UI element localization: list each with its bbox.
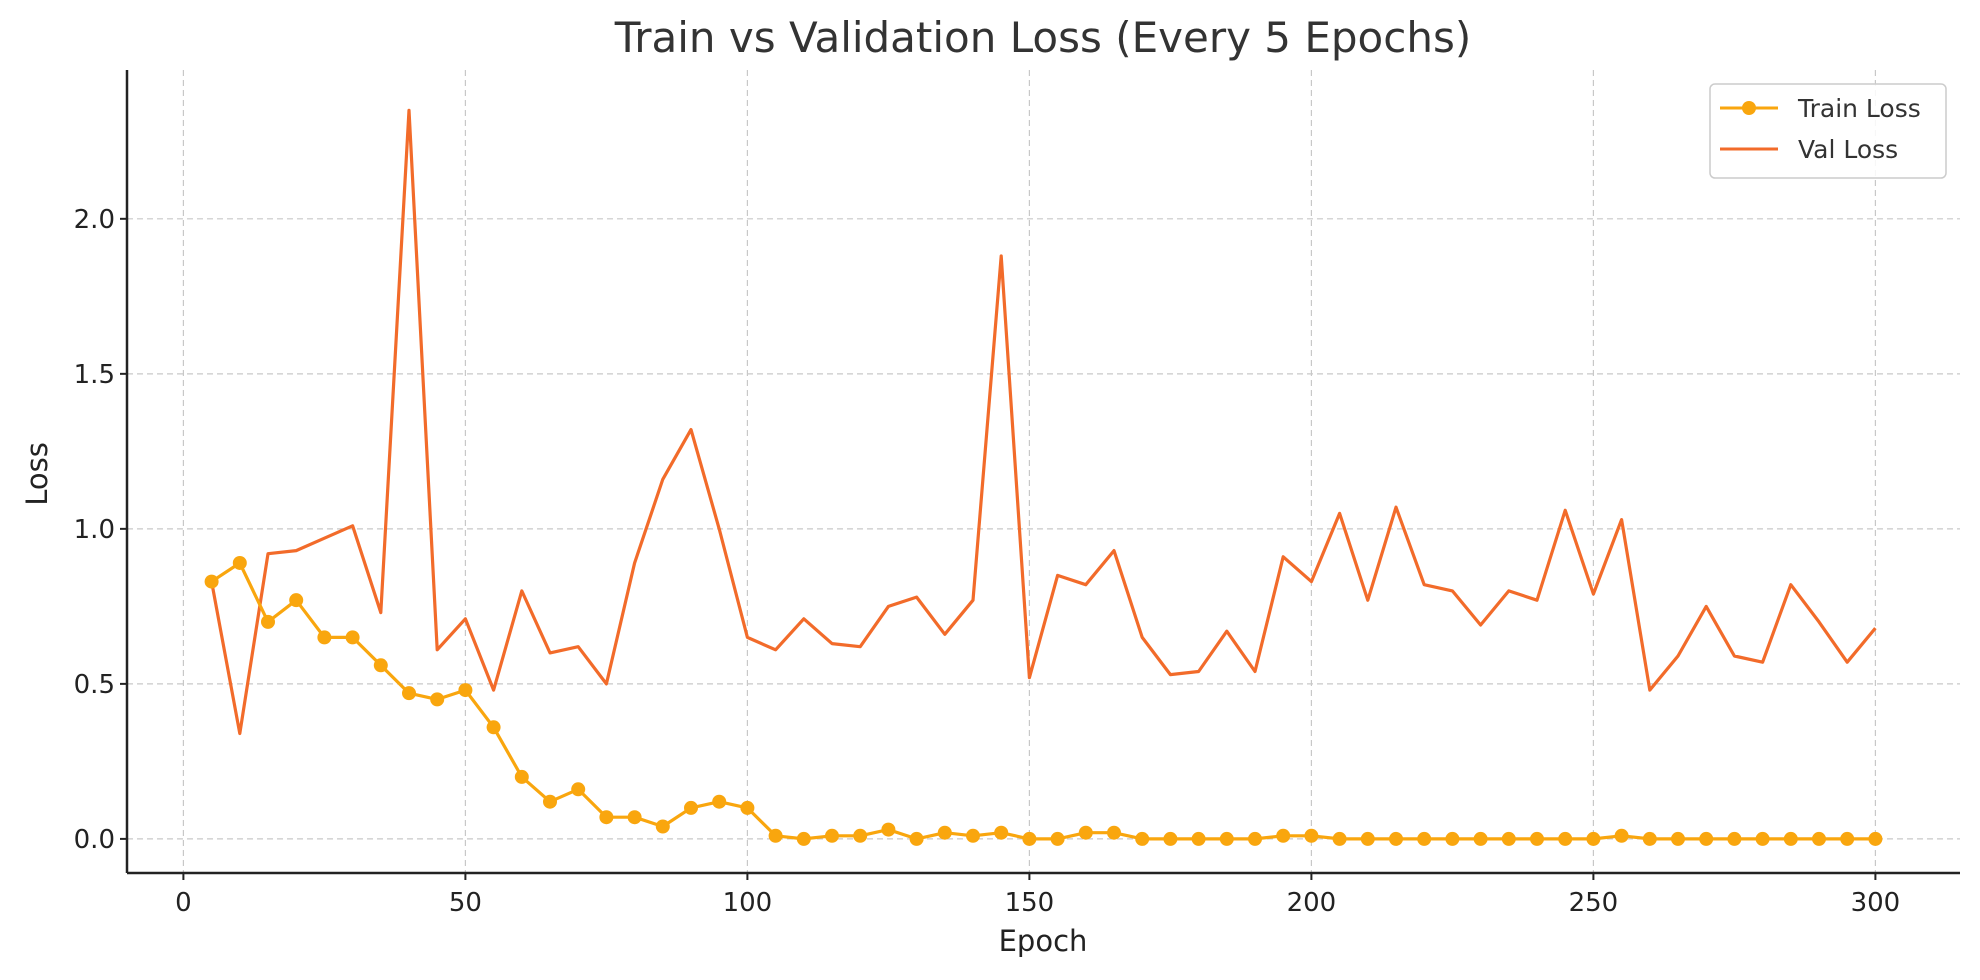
train-loss-point — [1812, 831, 1826, 846]
train-loss-line — [210, 561, 1876, 841]
x-tick-label: 50 — [449, 888, 482, 918]
train-loss-point — [261, 614, 275, 629]
y-axis-label: Loss — [20, 442, 54, 506]
train-loss-point — [1332, 831, 1347, 846]
y-tick-label: 0.5 — [74, 670, 115, 700]
train-loss-point — [1558, 831, 1573, 846]
legend-train-marker — [1742, 101, 1756, 115]
train-loss-point — [458, 683, 473, 698]
train-loss-point — [486, 720, 501, 735]
val-loss-line — [210, 108, 1877, 736]
train-loss-point — [599, 810, 614, 825]
series-lines — [204, 108, 1883, 846]
x-tick-label: 100 — [723, 888, 773, 918]
train-loss-point — [627, 810, 642, 825]
train-loss-point — [1783, 831, 1798, 846]
train-loss-point — [825, 828, 839, 843]
grid-lines — [127, 70, 1960, 873]
y-tick-label: 1.0 — [74, 515, 115, 545]
train-loss-point — [543, 794, 557, 809]
train-loss-point — [1868, 831, 1883, 846]
train-loss-point — [1642, 831, 1657, 846]
train-loss-point — [1614, 828, 1629, 843]
y-tick-label: 1.5 — [74, 360, 115, 390]
train-loss-point — [881, 822, 896, 837]
legend: Train Loss Val Loss — [1709, 83, 1947, 179]
axes — [125, 70, 1960, 875]
x-tick-label: 250 — [1569, 888, 1619, 918]
train-loss-point — [430, 692, 445, 707]
train-loss-point — [1840, 831, 1855, 846]
x-tick-label: 200 — [1287, 888, 1337, 918]
y-tick-label: 0.0 — [74, 825, 115, 855]
train-loss-point — [909, 831, 924, 846]
train-loss-point — [1586, 831, 1601, 846]
train-loss-point — [1248, 831, 1262, 846]
train-loss-point — [1163, 831, 1178, 846]
legend-val-label: Val Loss — [1798, 135, 1898, 164]
train-loss-point — [768, 828, 783, 843]
train-loss-point — [1473, 831, 1488, 846]
train-loss-point — [1417, 831, 1432, 846]
train-loss-point — [1304, 828, 1319, 843]
y-tick-label: 2.0 — [74, 205, 115, 235]
train-loss-point — [966, 828, 980, 843]
train-loss-point — [1360, 831, 1375, 846]
train-loss-point — [1671, 831, 1685, 846]
train-loss-point — [1445, 831, 1460, 846]
train-loss-point — [1219, 831, 1234, 846]
train-loss-point — [232, 555, 247, 570]
train-loss-point — [1727, 831, 1742, 846]
train-loss-point — [1699, 831, 1714, 846]
x-axis-label: Epoch — [999, 924, 1088, 958]
train-loss-point — [317, 630, 332, 645]
train-loss-point — [1022, 831, 1037, 846]
x-tick-label: 0 — [175, 888, 192, 918]
train-loss-point — [1276, 828, 1291, 843]
legend-train-label: Train Loss — [1797, 94, 1921, 123]
train-loss-point — [402, 686, 416, 701]
train-loss-point — [1389, 831, 1403, 846]
train-loss-point — [740, 800, 755, 815]
train-loss-point — [712, 794, 727, 809]
train-loss-point — [796, 831, 811, 846]
train-loss-point — [204, 574, 219, 589]
train-loss-point — [514, 769, 529, 784]
train-loss-point — [373, 658, 388, 673]
x-tick-label: 150 — [1005, 888, 1055, 918]
train-loss-point — [1050, 831, 1065, 846]
train-loss-point — [684, 800, 698, 815]
train-loss-point — [1078, 825, 1093, 840]
train-loss-point — [571, 782, 586, 797]
train-loss-point — [853, 828, 868, 843]
train-loss-point — [937, 825, 952, 840]
train-loss-point — [345, 630, 360, 645]
train-loss-point — [1501, 831, 1516, 846]
train-loss-point — [1530, 831, 1544, 846]
axis-ticks: 0 50 100 150 200 250 300 0.0 0.5 1.0 1.5 2.0 — [74, 205, 1901, 918]
train-loss-point — [994, 825, 1009, 840]
chart-title: Train vs Validation Loss (Every 5 Epochs… — [614, 13, 1471, 62]
train-loss-point — [1191, 831, 1206, 846]
train-loss-point — [1755, 831, 1770, 846]
train-loss-point — [289, 593, 304, 608]
train-loss-point — [655, 819, 670, 834]
train-loss-point — [1107, 825, 1121, 840]
train-loss-point — [1135, 831, 1150, 846]
x-tick-label: 300 — [1851, 888, 1901, 918]
